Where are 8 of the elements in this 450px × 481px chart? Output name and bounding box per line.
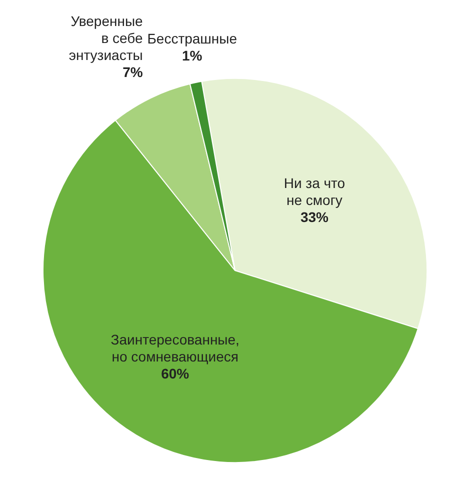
data-label: 7% <box>122 64 144 80</box>
data-label: 60% <box>161 365 190 382</box>
slice-label: Ни за что не смогу <box>284 174 346 208</box>
data-label: 33% <box>300 208 330 225</box>
slice-label: Заинтересованные, но сомневающиеся <box>110 331 240 364</box>
slice-label: Уверенные в себе энтузиасты <box>68 13 144 64</box>
data-label: 1% <box>182 47 203 64</box>
slice-label: Бесстрашные <box>147 30 238 46</box>
